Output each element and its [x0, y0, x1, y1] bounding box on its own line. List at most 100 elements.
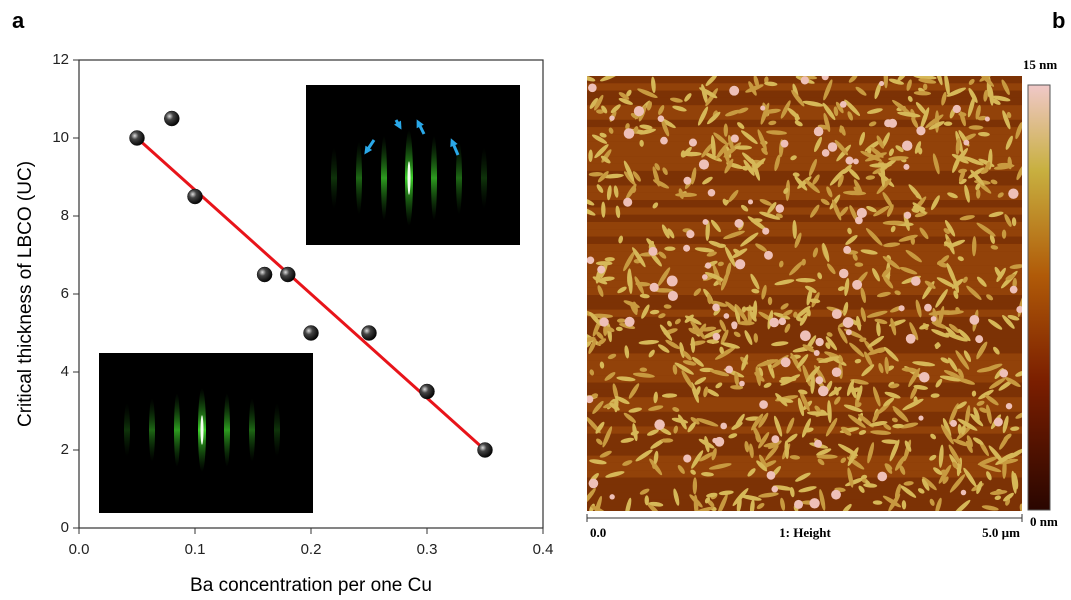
texture-band	[587, 470, 1022, 478]
island	[771, 485, 779, 493]
grain	[982, 363, 1003, 372]
grain	[705, 76, 718, 87]
y-tick-label: 4	[61, 363, 69, 380]
grain	[747, 468, 756, 477]
grain	[909, 322, 919, 341]
texture-band	[587, 112, 1022, 120]
grain	[971, 390, 977, 397]
grain	[801, 258, 806, 266]
island	[963, 139, 970, 146]
rheed-insets	[99, 85, 520, 513]
grain	[929, 498, 935, 506]
grain	[935, 76, 943, 86]
grain	[990, 179, 998, 185]
texture-band	[587, 448, 1022, 456]
grain	[881, 132, 890, 148]
grain	[872, 409, 880, 423]
grain	[981, 505, 999, 511]
grain	[841, 428, 852, 436]
island	[704, 262, 712, 269]
island	[747, 199, 754, 205]
grain	[931, 329, 950, 338]
grain	[684, 93, 692, 102]
grain	[1003, 433, 1012, 441]
grain	[878, 362, 884, 374]
grain	[616, 376, 636, 382]
grain	[652, 202, 659, 209]
grain	[718, 490, 734, 496]
streak	[149, 398, 155, 462]
grain	[764, 81, 778, 87]
grain	[614, 397, 619, 413]
island	[734, 218, 744, 228]
grain	[930, 393, 940, 398]
grain	[873, 205, 890, 217]
grain	[627, 268, 632, 287]
panel-label: a	[12, 8, 25, 33]
grain	[833, 106, 839, 117]
grain	[588, 149, 593, 163]
grain	[698, 452, 714, 462]
grain	[849, 342, 865, 358]
scale-start: 0.0	[590, 525, 606, 540]
grain	[834, 139, 849, 156]
texture-band	[587, 156, 1022, 164]
grain	[989, 86, 994, 106]
texture-band	[587, 419, 1022, 427]
grain	[948, 444, 961, 465]
grain	[827, 263, 836, 275]
grain	[606, 185, 612, 201]
grain	[890, 225, 896, 233]
grain	[589, 97, 598, 109]
grain	[880, 163, 886, 188]
island	[623, 197, 633, 207]
grain	[625, 183, 637, 200]
grain	[854, 262, 864, 267]
grain	[899, 485, 917, 498]
grain	[794, 232, 802, 249]
grain	[968, 78, 975, 85]
y-tick-label: 12	[52, 51, 69, 68]
grain	[648, 501, 664, 507]
grain	[860, 150, 882, 162]
grain	[638, 339, 659, 345]
grain	[834, 396, 841, 405]
grain	[683, 151, 702, 157]
grain	[876, 291, 891, 298]
grain	[973, 437, 984, 445]
arrow-head	[416, 119, 424, 129]
grain	[641, 304, 650, 319]
grain	[867, 108, 883, 114]
streak	[124, 403, 130, 457]
grain	[938, 464, 952, 484]
grain	[725, 262, 732, 279]
grain	[735, 304, 749, 324]
grain	[794, 113, 800, 122]
grain	[945, 326, 958, 340]
texture-band	[587, 462, 1022, 471]
grain	[587, 207, 596, 216]
texture-band	[587, 119, 1022, 128]
grain	[810, 373, 815, 394]
x-tick-label: 0.2	[301, 541, 322, 558]
grain	[840, 457, 847, 464]
island	[993, 417, 1003, 427]
grain	[765, 445, 779, 461]
grain	[967, 167, 985, 179]
grain	[1011, 217, 1017, 227]
grain	[672, 407, 680, 412]
grain	[705, 220, 710, 241]
island	[794, 499, 804, 509]
grain	[948, 357, 958, 373]
texture-band	[587, 149, 1022, 157]
grain	[1002, 415, 1009, 434]
grain	[971, 236, 977, 257]
grain	[898, 234, 918, 242]
data-point	[164, 110, 180, 127]
grain	[819, 489, 826, 511]
data-point	[280, 266, 296, 283]
grain	[786, 433, 798, 443]
grain	[952, 461, 958, 469]
grain	[733, 331, 741, 338]
grain	[1016, 165, 1022, 181]
